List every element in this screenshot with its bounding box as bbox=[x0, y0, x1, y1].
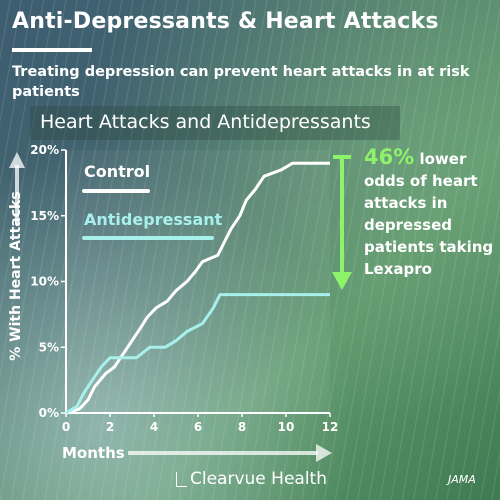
down-arrow-icon bbox=[332, 272, 352, 290]
y-tick-label: 5% bbox=[39, 340, 59, 354]
legend-label-control: Control bbox=[84, 162, 150, 181]
brand-name: Clearvue Health bbox=[190, 469, 327, 489]
x-tick-label: 12 bbox=[322, 420, 339, 434]
x-axis-label: Months bbox=[62, 444, 125, 462]
annotation-percent: 46% bbox=[364, 145, 415, 169]
annotation-description: lower odds of heart attacks in depressed… bbox=[364, 150, 494, 278]
brand-logo-icon bbox=[176, 472, 187, 487]
legend-label-antidepressant: Antidepressant bbox=[84, 210, 223, 229]
x-tick-label: 2 bbox=[106, 420, 114, 434]
y-tick-label: 10% bbox=[30, 275, 59, 289]
page-subtitle: Treating depression can prevent heart at… bbox=[12, 64, 470, 100]
x-tick-label: 10 bbox=[278, 420, 295, 434]
y-tick-label: 20% bbox=[30, 143, 59, 157]
x-tick-label: 8 bbox=[238, 420, 246, 434]
x-tick-label: 6 bbox=[194, 420, 202, 434]
y-tick-label: 0% bbox=[39, 406, 59, 420]
x-tick-label: 4 bbox=[150, 420, 158, 434]
source-label: JAMA bbox=[448, 473, 476, 486]
y-axis-arrow-head-icon bbox=[9, 152, 25, 168]
chart-title-band bbox=[30, 106, 400, 140]
x-tick-label: 0 bbox=[62, 420, 70, 434]
y-tick-label: 15% bbox=[30, 209, 59, 223]
x-axis-arrow-head-icon bbox=[316, 444, 332, 462]
series-line-antidepressant bbox=[65, 293, 330, 415]
title-underline bbox=[12, 48, 92, 52]
series-line-control bbox=[65, 161, 330, 415]
annotation-text: 46% lower odds of heart attacks in depre… bbox=[364, 146, 494, 280]
chart-title: Heart Attacks and Antidepressants bbox=[40, 111, 371, 133]
page-title: Anti-Depressants & Heart Attacks bbox=[12, 9, 439, 34]
